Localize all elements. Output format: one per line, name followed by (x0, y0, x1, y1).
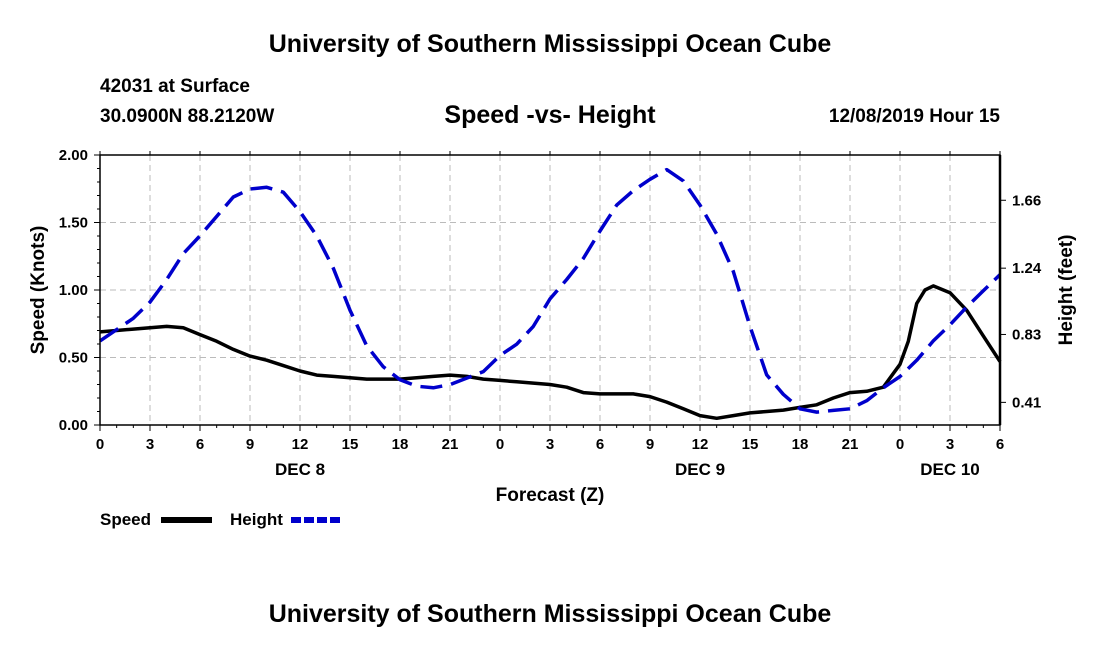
x-tick-label: 6 (596, 436, 604, 453)
grid (100, 155, 1000, 425)
x-tick-label: 15 (742, 436, 759, 453)
x-tick-label: 0 (96, 436, 104, 453)
speed-series-line (99, 284, 1002, 421)
x-axis-label: Forecast (Z) (496, 485, 605, 506)
x-tick-label: 0 (496, 436, 504, 453)
x-tick-label: 12 (292, 436, 309, 453)
coordinates-label: 30.0900N 88.2120W (100, 106, 275, 127)
date-label: DEC 9 (675, 460, 725, 479)
y-right-tick-label: 0.41 (1012, 394, 1041, 411)
y-left-tick-label: 1.00 (59, 282, 88, 299)
x-tick-label: 3 (946, 436, 954, 453)
y-left-tick-label: 1.50 (59, 215, 88, 232)
x-tick-label: 21 (442, 436, 459, 453)
x-tick-label: 9 (246, 436, 254, 453)
y-left-tick-label: 2.00 (59, 147, 88, 164)
y-axis-left-label: Speed (Knots) (28, 226, 49, 355)
chart-title: Speed -vs- Height (444, 101, 656, 129)
y-left-tick-label: 0.00 (59, 417, 88, 434)
x-tick-label: 12 (692, 436, 709, 453)
y-right-tick-label: 1.66 (1012, 192, 1041, 209)
footer-title: University of Southern Mississippi Ocean… (268, 600, 832, 628)
page-title: University of Southern Mississippi Ocean… (268, 30, 832, 58)
x-tick-label: 3 (146, 436, 154, 453)
x-tick-label: 3 (546, 436, 554, 453)
date-label: DEC 8 (275, 460, 325, 479)
legend-speed-label: Speed (100, 510, 152, 529)
y-right-tick-label: 1.24 (1012, 260, 1042, 277)
x-tick-label: 6 (996, 436, 1004, 453)
station-label: 42031 at Surface (100, 76, 250, 97)
x-tick-label: 6 (196, 436, 204, 453)
y-axis-right-label: Height (feet) (1056, 235, 1077, 346)
x-tick-label: 0 (896, 436, 904, 453)
series-layer (99, 167, 1002, 421)
x-tick-label: 18 (392, 436, 409, 453)
datetime-label: 12/08/2019 Hour 15 (828, 106, 1000, 127)
axes: 0 3 6 9 12 15 18 21 0 3 6 9 12 15 18 21 0 3 6 DEC 8 DEC 9 DEC… (59, 147, 1042, 479)
x-tick-label: 15 (342, 436, 359, 453)
y-left-tick-label: 0.50 (59, 350, 88, 367)
y-right-tick-label: 0.83 (1012, 326, 1041, 343)
x-tick-label: 9 (646, 436, 654, 453)
date-label: DEC 10 (920, 460, 980, 479)
legend-height-label: Height (230, 510, 283, 529)
height-series-line (99, 167, 1002, 414)
x-tick-label: 18 (792, 436, 809, 453)
x-tick-label: 21 (842, 436, 859, 453)
